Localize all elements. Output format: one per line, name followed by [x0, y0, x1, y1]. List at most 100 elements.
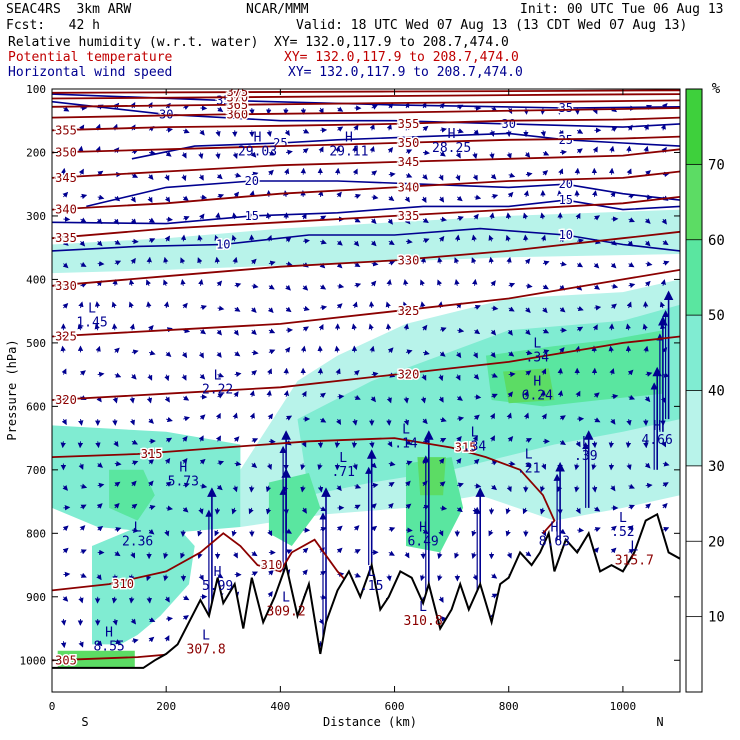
- wind-vector-429: [354, 193, 362, 199]
- wind-vector-454: [371, 194, 379, 200]
- wind-vector-371: [302, 569, 308, 576]
- wind-vector-137: [147, 374, 153, 381]
- wind-vector-677: [524, 151, 531, 158]
- wind-vector-476: [386, 123, 392, 131]
- wind-vector-370: [302, 547, 309, 554]
- wind-vector-780: [594, 215, 601, 221]
- wind-vector-306: [266, 234, 272, 242]
- wind-vector-33: [80, 282, 88, 288]
- wind-vector-303: [268, 169, 274, 176]
- wind-vector-229: [217, 193, 225, 199]
- wind-vector-893: [661, 502, 668, 509]
- isentrope-label-355-1: 355: [398, 117, 420, 131]
- y-tick-label-300: 300: [26, 210, 46, 223]
- wind-vector-790: [591, 441, 598, 449]
- wind-vector-586: [455, 352, 462, 359]
- wind-vector-8: [63, 283, 71, 289]
- wind-vector-834: [626, 301, 632, 309]
- isentrope-label-315-0: 315: [141, 447, 163, 461]
- wind-vector-855: [644, 218, 651, 224]
- wind-vector-458: [370, 280, 377, 287]
- wind-vector-793: [594, 506, 601, 512]
- wind-vector-114: [129, 418, 135, 426]
- wind-vector-812: [609, 368, 615, 375]
- wind-vector-417: [336, 485, 342, 492]
- valid-time: Valid: 18 UTC Wed 07 Aug 13 (13 CDT Wed …: [296, 18, 688, 33]
- wind-vector-580: [457, 216, 464, 222]
- isentrope-335: [52, 196, 680, 240]
- isentrope-label-335-1: 335: [398, 209, 420, 223]
- wind-vector-614: [473, 414, 480, 421]
- extremum-value-13: .15: [360, 579, 383, 594]
- wind-vector-788: [593, 392, 600, 398]
- wind-vector-766: [574, 463, 580, 471]
- wind-vector-412: [335, 368, 341, 375]
- wind-vector-861: [643, 345, 649, 353]
- wind-vector-517: [405, 480, 411, 487]
- wind-vector-653: [508, 172, 516, 178]
- wind-vector-460: [368, 323, 374, 331]
- wind-vector-440: [351, 441, 358, 449]
- wind-vector-295: [251, 550, 258, 557]
- wind-vector-668: [505, 507, 511, 515]
- wind-vector-233: [216, 280, 223, 287]
- wind-vector-81: [114, 239, 121, 245]
- wind-vector-15: [60, 441, 66, 449]
- wind-vector-853: [645, 170, 651, 176]
- wind-vector-22: [62, 595, 69, 602]
- wind-vector-552: [439, 151, 446, 157]
- wind-vector-602: [472, 152, 478, 160]
- wind-vector-736: [559, 347, 565, 353]
- x-tick-label-0: 0: [49, 700, 56, 713]
- y-tick-label-900: 900: [26, 591, 46, 604]
- wind-vector-789: [594, 417, 601, 423]
- wind-vector-605: [473, 213, 479, 220]
- wind-vector-155: [166, 216, 173, 222]
- wind-vector-768: [575, 507, 581, 514]
- wind-vector-167: [165, 481, 172, 487]
- wind-vector-144: [148, 528, 155, 535]
- extremum-value-5: 1.45: [76, 316, 107, 331]
- wind-vector-4: [62, 191, 69, 198]
- wind-vector-336: [284, 346, 291, 353]
- wind-vector-128: [147, 174, 154, 180]
- wind-vector-0: [63, 106, 70, 112]
- wind-vector-14: [61, 418, 67, 426]
- wind-vector-411: [334, 345, 340, 353]
- init-time: Init: 00 UTC Tue 06 Aug 13: [520, 2, 724, 17]
- wind-vector-839: [626, 418, 632, 426]
- wind-vector-333: [285, 284, 291, 291]
- wind-vector-729: [557, 190, 563, 197]
- wind-vector-270: [232, 552, 238, 559]
- wind-vector-606: [471, 234, 477, 242]
- wind-vector-282: [250, 258, 257, 265]
- wind-vector-701: [540, 130, 546, 137]
- wind-vector-732: [560, 261, 567, 267]
- wind-vector-502: [405, 149, 413, 155]
- isentrope-label-345-0: 345: [55, 171, 77, 185]
- wind-vector-327: [286, 149, 293, 155]
- wind-vector-716: [541, 463, 547, 470]
- wind-vector-85: [111, 323, 118, 331]
- wind-vector-186: [181, 352, 188, 359]
- wind-vector-833: [628, 282, 636, 289]
- wind-vector-267: [232, 485, 238, 493]
- wind-vector-819: [610, 525, 617, 532]
- extremum-value-11: 4.66: [642, 433, 673, 448]
- wind-vector-383: [320, 284, 327, 290]
- wind-vector-441: [352, 463, 358, 471]
- isotach-label-10-1: 10: [559, 228, 573, 242]
- wind-vector-28: [78, 168, 84, 175]
- wind-vector-756: [577, 238, 584, 244]
- x-tick-label-1000: 1000: [610, 700, 637, 713]
- wind-vector-753: [574, 167, 581, 175]
- wind-vector-592: [457, 482, 464, 488]
- wind-vector-495: [388, 550, 395, 556]
- wind-vector-307: [268, 260, 276, 266]
- isentrope-label-320-0: 320: [55, 393, 77, 407]
- wind-vector-615: [472, 435, 478, 442]
- wind-vector-285: [250, 329, 257, 336]
- wind-vector-136: [148, 350, 156, 356]
- isotach-label-10-0: 10: [216, 238, 230, 252]
